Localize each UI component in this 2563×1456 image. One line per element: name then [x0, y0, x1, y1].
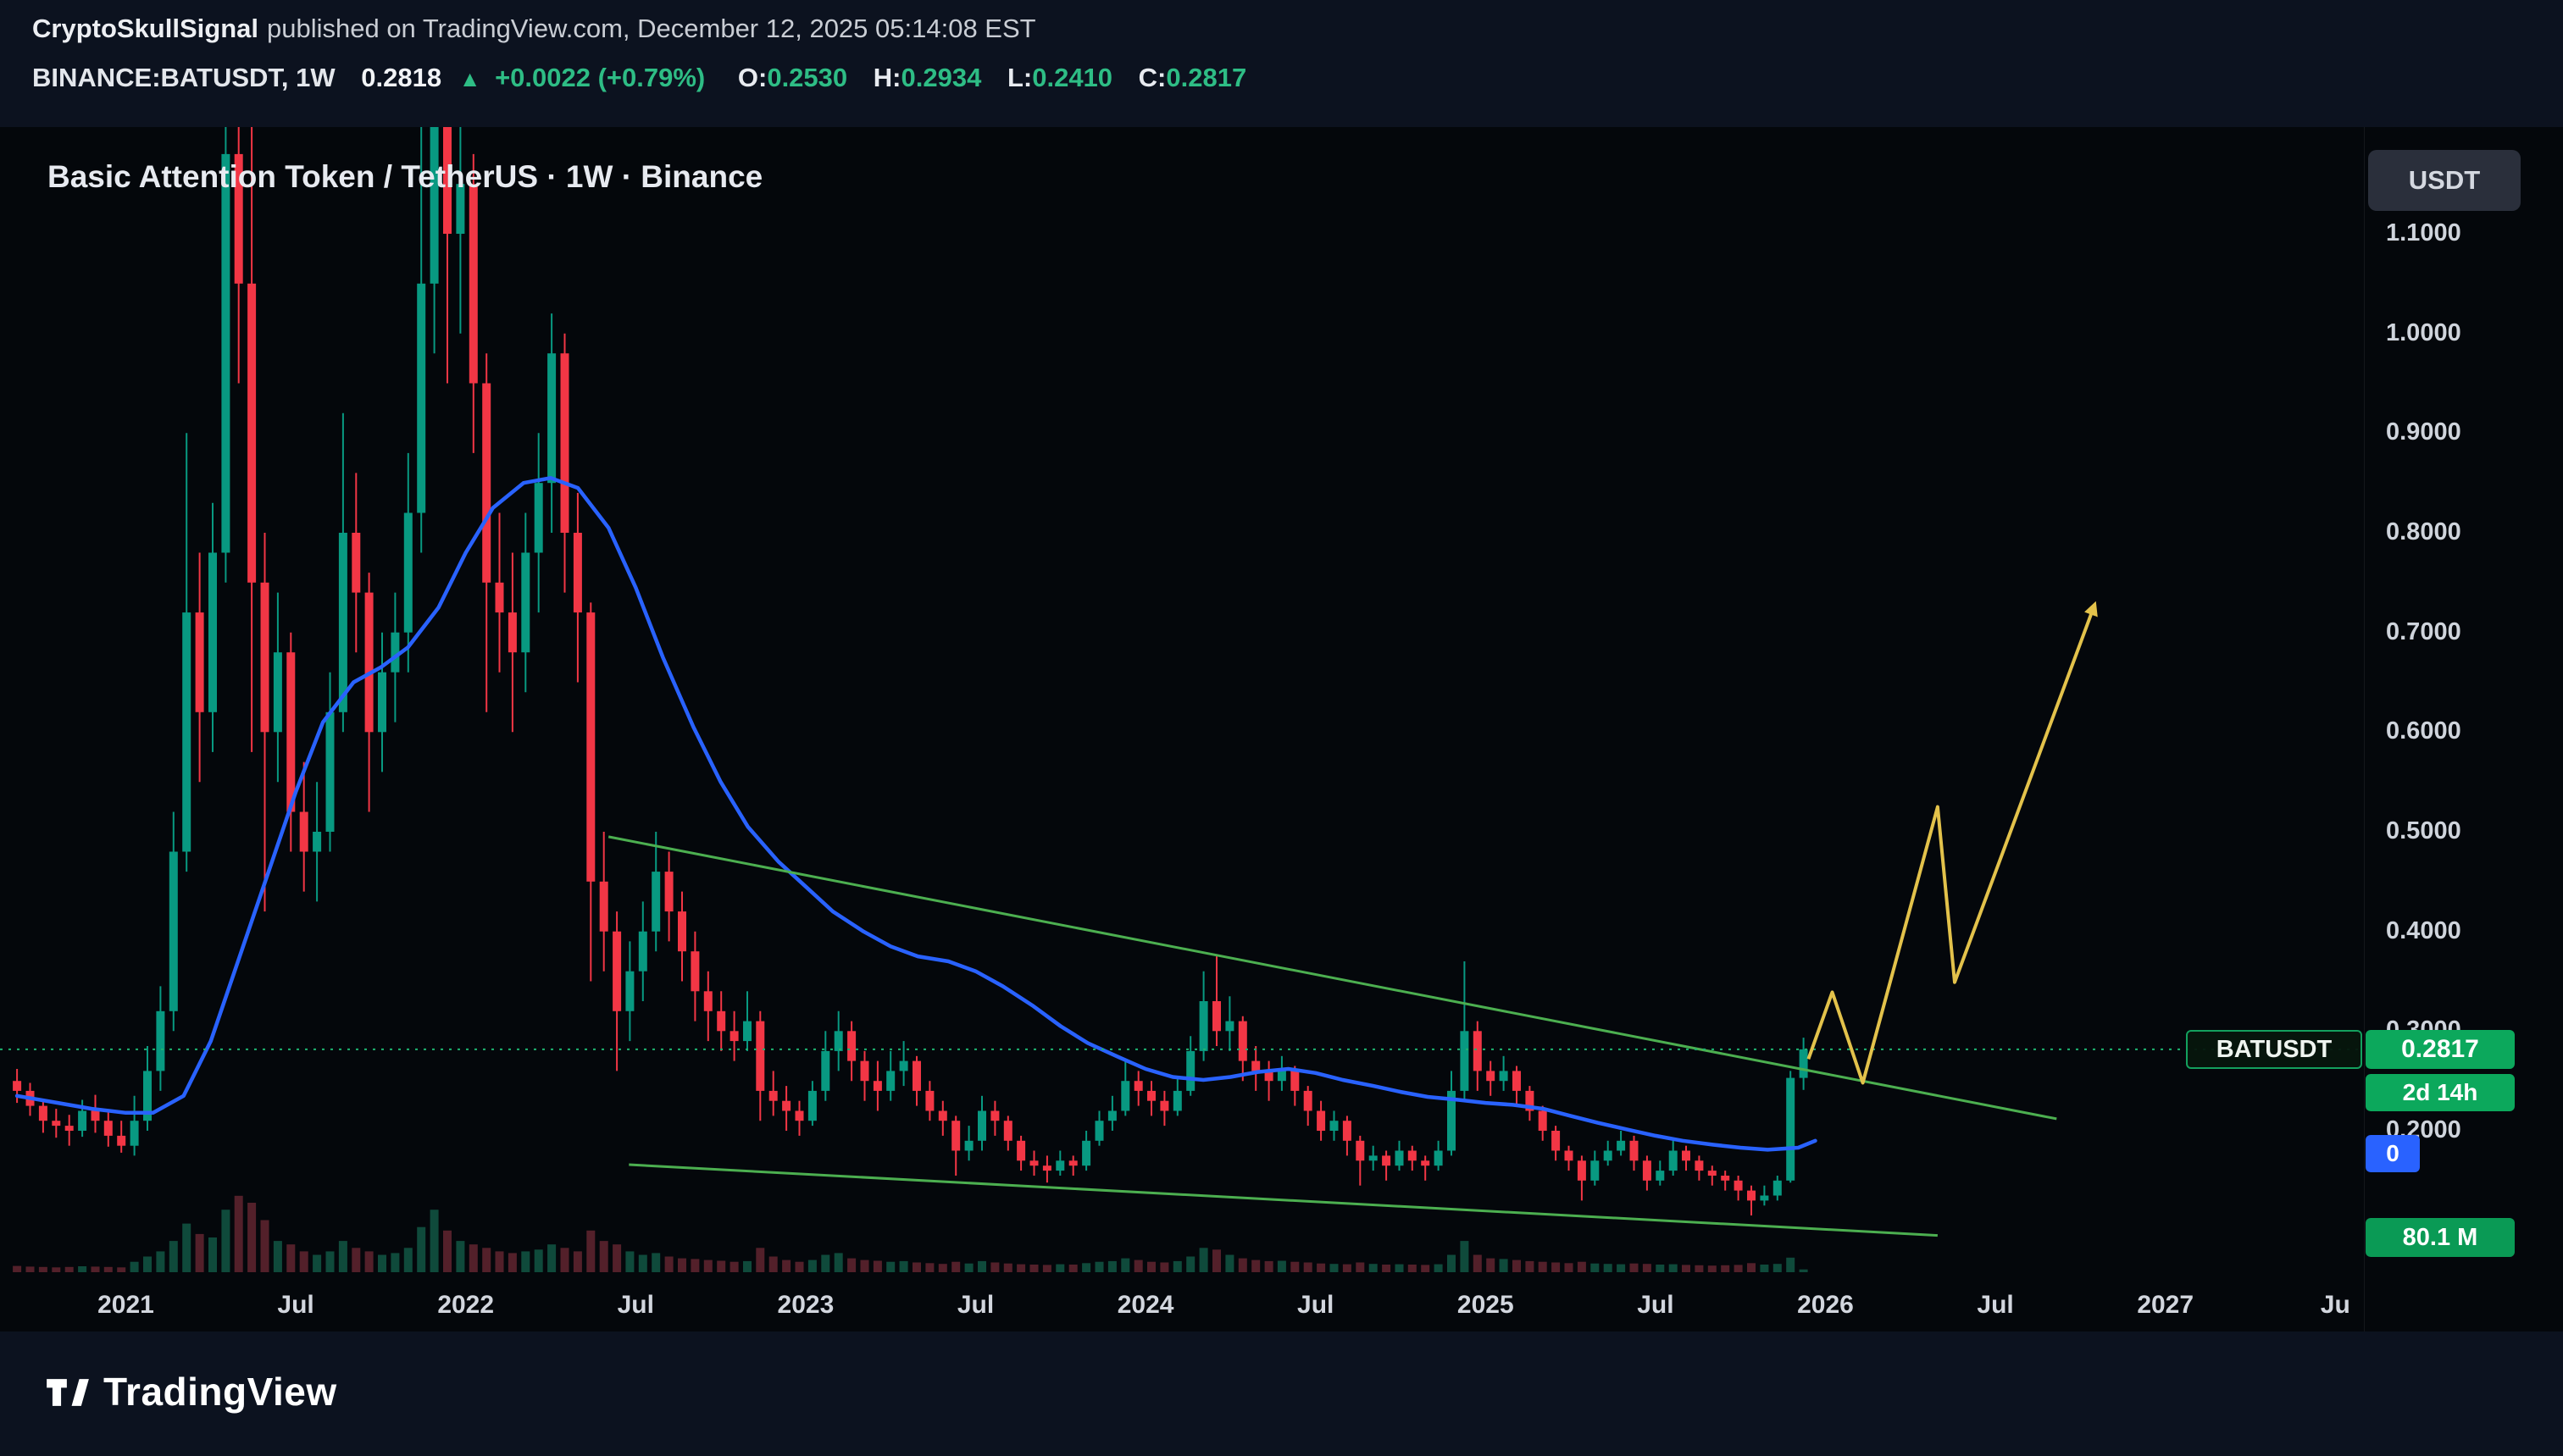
bar-close-countdown-tag: 2d 14h — [2366, 1074, 2515, 1111]
time-tick-label: 2024 — [1117, 1291, 1174, 1319]
byline: CryptoSkullSignal published on TradingVie… — [32, 14, 1036, 44]
high-value: 0.2934 — [901, 63, 982, 92]
open-label: O: — [737, 63, 768, 92]
time-tick-label: Jul — [617, 1291, 654, 1319]
time-tick-label: Jul — [277, 1291, 314, 1319]
tradingview-logo-icon[interactable] — [46, 1370, 90, 1414]
price-tick-label: 0.6000 — [2386, 717, 2461, 745]
symbol-name-tag: BATUSDT — [2186, 1030, 2362, 1069]
header: CryptoSkullSignal published on TradingVie… — [0, 0, 2563, 127]
price-axis[interactable]: 1.1000 1.0000 0.9000 0.8000 0.7000 0.6000 0.50… — [2364, 127, 2563, 1331]
price-tick-label: 1.1000 — [2386, 219, 2461, 246]
volume-value-tag: 80.1 M — [2366, 1218, 2515, 1257]
high-label: H: — [873, 63, 901, 92]
ohlc-close: C:0.2817 — [1139, 63, 1247, 92]
up-arrow-icon: ▲ — [458, 66, 481, 91]
indicator-value-tag: 0 — [2366, 1135, 2420, 1172]
time-tick-label: 2022 — [437, 1291, 495, 1319]
price-tick-label: 0.9000 — [2386, 418, 2461, 446]
close-value: 0.2817 — [1166, 63, 1247, 92]
time-tick-label: 2026 — [1797, 1291, 1854, 1319]
publish-info: published on TradingView.com, December 1… — [266, 14, 1036, 43]
time-tick-label: 2023 — [777, 1291, 835, 1319]
last-price: 0.2818 — [361, 63, 442, 92]
price-tick-label: 0.4000 — [2386, 916, 2461, 944]
tradingview-wordmark[interactable]: TradingView — [103, 1370, 337, 1414]
time-tick-label: Ju — [2320, 1291, 2350, 1319]
open-value: 0.2530 — [767, 63, 848, 92]
symbol-interval: BINANCE:BATUSDT, 1W — [32, 63, 336, 92]
author-name: CryptoSkullSignal — [32, 14, 258, 43]
currency-toggle-button[interactable]: USDT — [2368, 150, 2521, 211]
time-tick-label: 2025 — [1456, 1291, 1514, 1319]
price-tick-label: 0.5000 — [2386, 817, 2461, 844]
footer: TradingView — [0, 1331, 2563, 1456]
symbol-summary: BINANCE:BATUSDT, 1W 0.2818 ▲ +0.0022 (+0… — [32, 63, 1265, 93]
time-tick-label: Jul — [957, 1291, 995, 1319]
price-tick-label: 0.8000 — [2386, 518, 2461, 545]
ohlc-low: L:0.2410 — [1007, 63, 1112, 92]
ohlc-high: H:0.2934 — [874, 63, 982, 92]
time-tick-label: 2027 — [2137, 1291, 2194, 1319]
price-tick-label: 1.0000 — [2386, 318, 2461, 346]
time-tick-label: Jul — [1637, 1291, 1674, 1319]
current-price-tag: 0.2817 — [2366, 1030, 2515, 1069]
low-label: L: — [1007, 63, 1033, 92]
chart-title: Basic Attention Token / TetherUS · 1W · … — [47, 159, 763, 194]
close-label: C: — [1138, 63, 1167, 92]
time-axis[interactable]: 2021 Jul 2022 Jul 2023 Jul 2024 Jul 2025 Jul 2026 J… — [0, 1279, 2364, 1331]
time-tick-label: 2021 — [97, 1291, 154, 1319]
price-tick-label: 0.7000 — [2386, 617, 2461, 645]
price-change: +0.0022 (+0.79%) — [495, 63, 706, 92]
time-tick-label: Jul — [1977, 1291, 2014, 1319]
ohlc-open: O:0.2530 — [738, 63, 847, 92]
chart-panel: 1.1000 1.0000 0.9000 0.8000 0.7000 0.6000 0.50… — [0, 127, 2563, 1331]
candlestick-chart[interactable] — [0, 127, 2364, 1331]
low-value: 0.2410 — [1032, 63, 1113, 92]
time-tick-label: Jul — [1297, 1291, 1334, 1319]
